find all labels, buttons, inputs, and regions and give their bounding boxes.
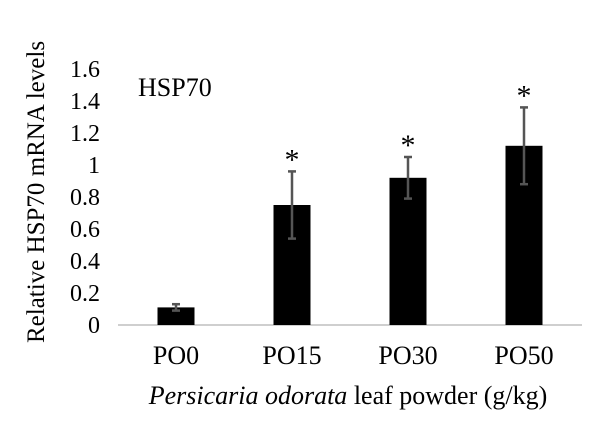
y-tick-label: 0.4 (70, 249, 100, 275)
y-tick-label: 0.8 (70, 185, 100, 211)
error-bar (172, 302, 180, 312)
significance-markers: * * * (285, 79, 532, 176)
category-label: PO50 (494, 341, 553, 370)
y-tick-label: 0.2 (70, 281, 100, 307)
y-tick-label: 1 (88, 153, 100, 179)
category-label: PO0 (153, 341, 199, 370)
error-bar (520, 106, 528, 186)
x-axis-label-italic: Persicaria odorata (148, 381, 348, 410)
y-tick-label: 1.2 (70, 121, 100, 147)
significance-star: * (517, 79, 532, 112)
y-tick-label: 1.6 (70, 57, 100, 83)
category-labels: PO0 PO15 PO30 PO50 (153, 341, 554, 370)
y-tick-label: 1.4 (70, 89, 100, 115)
y-axis-label: Relative HSP70 mRNA levels (23, 41, 50, 343)
significance-star: * (285, 143, 300, 176)
error-bars (172, 106, 528, 312)
y-tick-labels: 0 0.2 0.4 0.6 0.8 1 1.2 1.4 1.6 (70, 57, 100, 339)
x-axis-label-rest: leaf powder (g/kg) (347, 381, 547, 410)
error-bar (404, 155, 412, 200)
y-tick-label: 0.6 (70, 217, 100, 243)
y-tick-label: 0 (88, 313, 100, 339)
error-bar (288, 170, 296, 240)
bar (157, 307, 195, 325)
category-label: PO30 (378, 341, 437, 370)
bars (157, 145, 543, 325)
category-label: PO15 (262, 341, 321, 370)
bar (389, 177, 427, 325)
significance-star: * (401, 129, 416, 162)
x-axis-label: Persicaria odorata leaf powder (g/kg) (148, 381, 548, 410)
chart-title: HSP70 (138, 73, 212, 102)
